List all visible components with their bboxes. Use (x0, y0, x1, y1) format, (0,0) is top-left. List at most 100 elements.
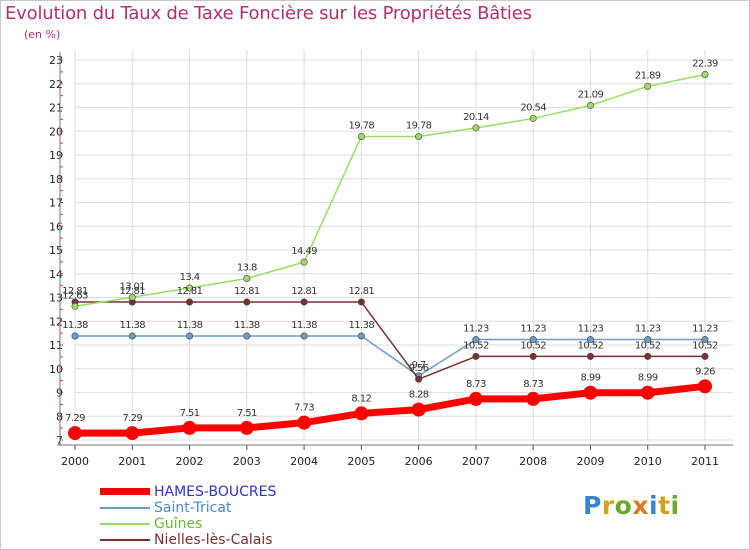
series-line-1 (75, 335, 705, 377)
data-point (526, 391, 541, 406)
data-point (68, 426, 82, 441)
data-label: 8.12 (351, 393, 371, 404)
data-label: 10.52 (520, 340, 546, 351)
line-chart: 7891011121314151617181920212223200020012… (49, 50, 733, 468)
data-label: 7.29 (122, 413, 142, 424)
data-label: 8.73 (523, 379, 543, 390)
series-line-2 (74, 73, 706, 308)
data-point (357, 132, 365, 140)
x-tick-label: 2002 (176, 455, 204, 468)
data-label: 10.52 (578, 340, 604, 351)
data-point (243, 332, 251, 340)
data-point (125, 426, 140, 441)
data-label: 11.38 (119, 320, 145, 331)
series-lines (68, 70, 712, 441)
legend-swatch (100, 488, 150, 495)
data-label: 11.23 (692, 324, 718, 335)
data-point (300, 332, 308, 340)
data-label: 10.52 (692, 340, 718, 351)
data-label: 11.38 (234, 320, 260, 331)
data-point (583, 385, 598, 400)
data-point (300, 298, 308, 306)
data-point (698, 379, 712, 394)
data-point (71, 332, 79, 340)
data-point (586, 101, 594, 109)
logo-letter: P (583, 491, 602, 520)
data-label: 12.81 (349, 286, 375, 297)
data-point (529, 352, 537, 360)
data-label: 7.51 (237, 408, 257, 419)
data-label: 11.38 (177, 320, 203, 331)
logo-letter: r (601, 491, 615, 520)
data-labels: 7.29 7.29 7.51 7.51 7.73 8.12 8.28 8.73 8.73 8.99… (62, 58, 718, 424)
data-label: 10.52 (635, 340, 661, 351)
data-label: 7.73 (294, 403, 314, 414)
x-tick-label: 2010 (634, 455, 662, 468)
chart-title: Evolution du Taux de Taxe Foncière sur l… (5, 3, 532, 24)
data-point (701, 336, 709, 344)
data-label: 8.28 (409, 390, 429, 401)
data-label: 8.99 (581, 373, 601, 384)
data-label: 13.01 (119, 281, 145, 292)
data-label: 8.73 (466, 379, 486, 390)
data-label: 11.23 (635, 324, 661, 335)
data-label: 21.09 (578, 89, 604, 100)
legend-label: Guînes (154, 516, 203, 532)
data-point (644, 352, 652, 360)
legend-swatch (100, 507, 150, 509)
data-label: 7.29 (65, 413, 85, 424)
data-point (239, 420, 254, 435)
data-point (128, 332, 136, 340)
data-label: 20.14 (463, 112, 489, 123)
data-point (529, 336, 537, 344)
data-point (297, 415, 312, 430)
data-label: 22.39 (692, 58, 718, 69)
legend-swatch (100, 539, 150, 541)
data-label: 20.54 (520, 102, 546, 113)
data-label: 13.4 (180, 272, 200, 283)
data-point (186, 332, 194, 340)
data-point (468, 391, 483, 406)
data-point (182, 420, 197, 435)
logo-letter: i (670, 491, 680, 520)
data-point (586, 352, 594, 360)
data-label: 11.23 (463, 324, 489, 335)
data-point (472, 124, 480, 132)
data-point (472, 352, 480, 360)
data-label: 12.81 (62, 286, 88, 297)
data-point (300, 258, 308, 266)
data-label: 9.26 (695, 366, 715, 377)
series-line-0 (75, 382, 706, 437)
logo-letter: o (614, 491, 633, 520)
data-point (701, 70, 709, 78)
data-label: 11.23 (578, 324, 604, 335)
data-point (411, 402, 426, 417)
data-label: 10.52 (463, 340, 489, 351)
data-point (586, 336, 594, 344)
x-tick-label: 2005 (347, 455, 375, 468)
y-unit-label: (en %) (24, 28, 61, 41)
data-label: 19.78 (406, 120, 432, 131)
data-label: 14.49 (291, 246, 317, 257)
data-label: 7.51 (180, 408, 200, 419)
data-point (701, 352, 709, 360)
data-point (357, 298, 365, 306)
legend-label: HAMES-BOUCRES (154, 484, 277, 500)
x-tick-label: 2009 (576, 455, 604, 468)
data-point (128, 293, 136, 301)
x-tick-label: 2004 (290, 455, 318, 468)
x-tick-label: 2008 (519, 455, 547, 468)
logo-letter: x (632, 491, 649, 520)
data-label: 13.8 (237, 263, 257, 274)
data-label: 12.81 (234, 286, 260, 297)
data-point (243, 298, 251, 306)
data-point (186, 284, 194, 292)
x-tick-label: 2011 (691, 455, 719, 468)
x-tick-label: 2007 (462, 455, 490, 468)
data-point (529, 114, 537, 122)
data-point (415, 132, 423, 140)
legend-label: Nielles-lès-Calais (154, 532, 273, 548)
legend-swatch (100, 523, 150, 525)
data-label: 21.89 (635, 70, 661, 81)
data-label: 11.38 (349, 320, 375, 331)
